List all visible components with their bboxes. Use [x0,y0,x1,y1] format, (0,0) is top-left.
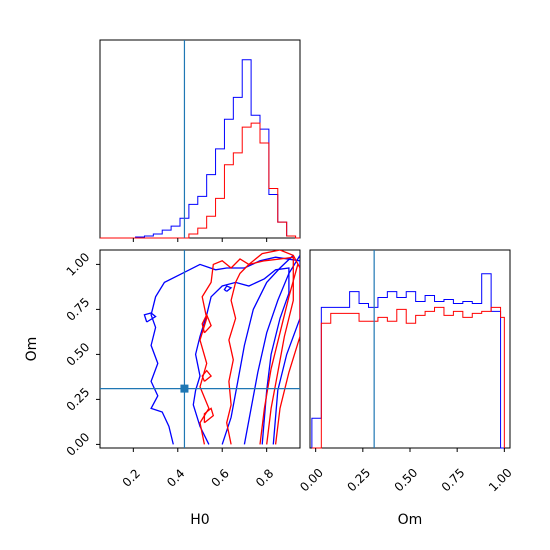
contour-series-0-level-3 [243,255,300,445]
joint-panel-frame [99,249,301,449]
joint-truth-marker [180,384,189,393]
y-axis-label-om: Om [24,337,40,362]
om-ytick-label: 0.50 [64,340,93,369]
h0-xtick-label: 0.8 [253,466,276,489]
h0-xtick-label: 0.4 [164,466,187,489]
x-axis-label-om: Om [398,512,423,528]
contour-series-1-level-4 [201,369,213,382]
h0-om-contour-panel [100,250,300,448]
h0-hist-series-0 [100,59,300,239]
contour-series-1-level-1 [226,256,294,445]
x-axis-label-h0: H0 [190,512,209,528]
contour-series-0-level-5 [223,285,233,292]
h0-hist-series-1 [100,122,300,239]
om-xtick-label: 0.25 [344,466,373,495]
om-ytick-label: 0.00 [64,430,93,459]
om-hist-series-1 [311,306,505,449]
om-marginal-frame [309,249,511,449]
om-hist-series-0 [311,273,505,449]
h0-marginal-histogram [100,40,300,239]
om-xtick-label: 0.50 [392,466,421,495]
contour-series-1-level-2 [259,264,299,445]
contour-series-0-level-2 [221,254,294,445]
om-ytick-label: 1.00 [64,250,93,279]
om-xtick-label: 1.00 [486,466,515,495]
h0-xtick-label: 0.6 [209,466,232,489]
contour-series-1-level-3 [201,313,212,334]
contour-lines [143,250,300,445]
h0-marginal-frame [99,39,301,239]
om-xtick-label: 0.75 [439,466,468,495]
contour-series-1-level-5 [203,407,215,424]
om-xtick-label: 0.00 [297,466,326,495]
om-marginal-histogram [311,250,505,449]
contour-series-0-level-0 [150,256,300,445]
contour-series-0-level-4 [143,312,157,323]
om-ytick-label: 0.25 [64,385,93,414]
h0-xtick-label: 0.2 [120,466,143,489]
om-ytick-label: 0.75 [64,295,93,324]
